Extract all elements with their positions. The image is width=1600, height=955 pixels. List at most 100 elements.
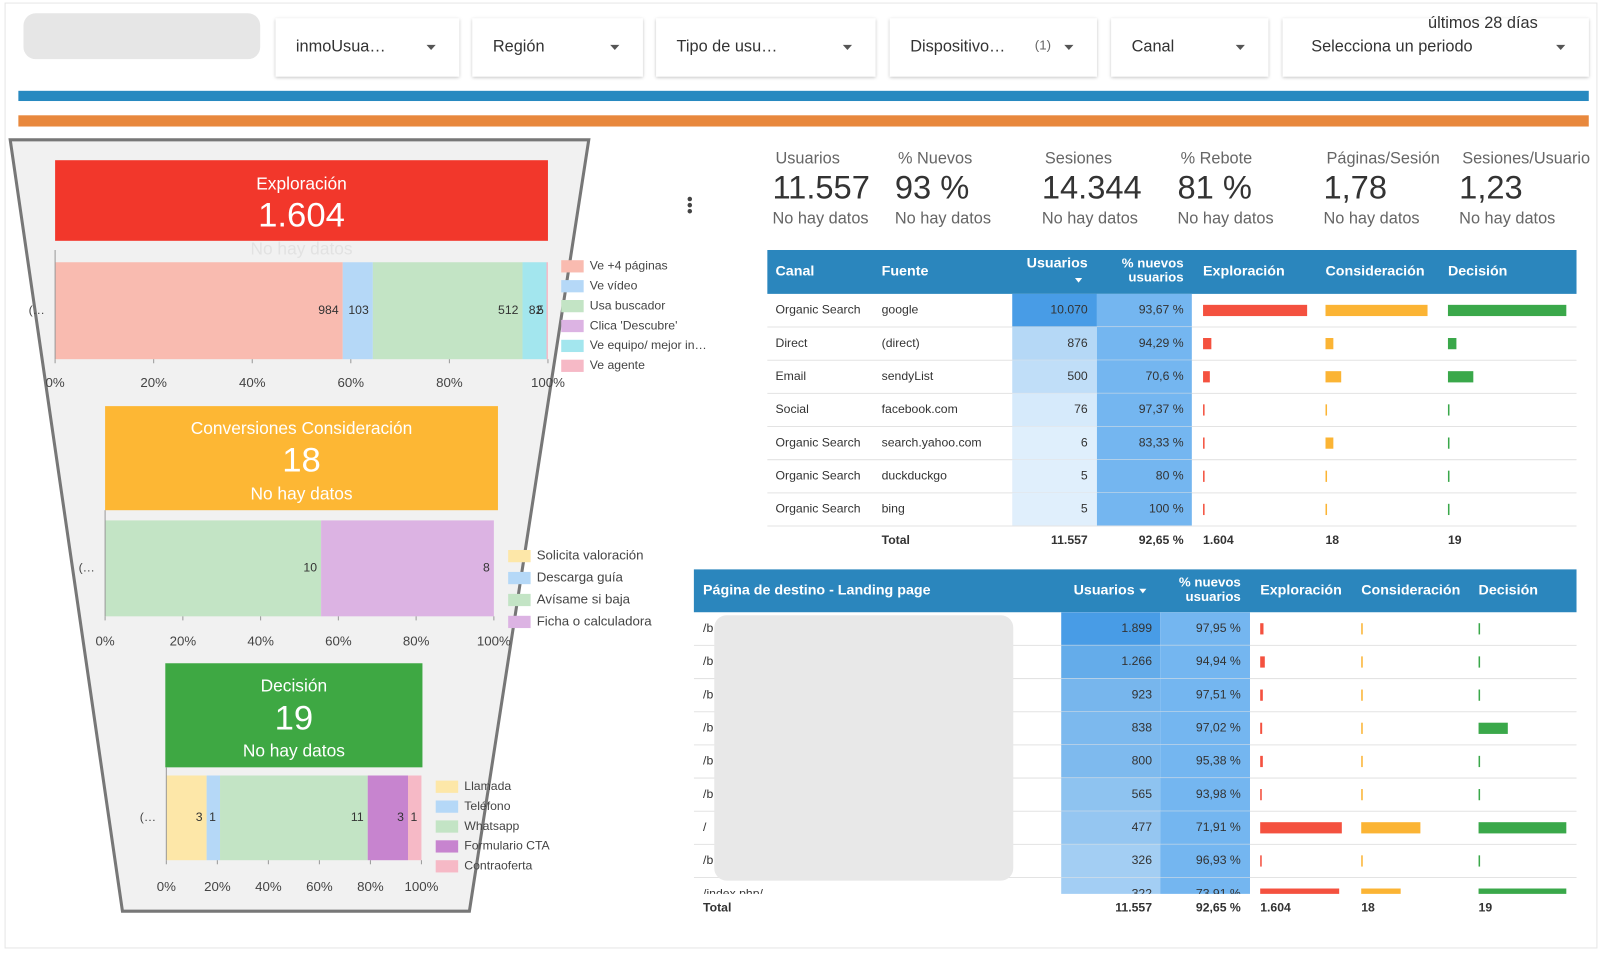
scorecard-label: Sesiones/Usuario <box>1462 149 1590 167</box>
table-body: Organic Search google 10.070 93,67 % Direct (… <box>767 293 1577 527</box>
legend-label: Avísame si baja <box>537 591 631 606</box>
heat-cell <box>1012 492 1097 527</box>
filter-dropdown[interactable]: inmoUsua… <box>275 18 460 77</box>
column-header[interactable]: Exploración <box>1203 264 1285 280</box>
column-header[interactable]: Consideración <box>1361 583 1460 599</box>
table-cell: 93,67 % <box>1139 303 1184 317</box>
total-label: Total <box>703 900 731 914</box>
filter-dropdown[interactable]: Dispositivo… (1) <box>889 18 1097 77</box>
table-bar <box>1203 304 1308 317</box>
x-tick-label: 40% <box>239 375 266 390</box>
table-cell: /index.php/ <box>703 886 763 900</box>
scorecard-value: 81 % <box>1178 168 1252 205</box>
table-cell: 500 <box>1067 369 1088 383</box>
table-cell: Email <box>776 369 807 383</box>
x-tick-label: 40% <box>247 633 274 648</box>
table-bar <box>1325 371 1342 383</box>
column-header[interactable]: Fuente <box>882 264 929 280</box>
table-cell: facebook.com <box>882 402 958 416</box>
stacked-segment <box>546 262 548 360</box>
filter-dropdown[interactable]: Tipo de usu… <box>656 18 876 77</box>
table-cell: bing <box>882 502 905 516</box>
segment-label: 82 <box>529 303 543 317</box>
filter-dropdown[interactable]: Canal <box>1111 18 1269 77</box>
dropdown-arrow <box>426 44 436 50</box>
heat-cell <box>1061 811 1161 845</box>
table-bar <box>1478 755 1481 768</box>
scorecard-note: No hay datos <box>1459 210 1555 228</box>
sort-arrow <box>1074 278 1083 283</box>
stage-note: No hay datos <box>250 483 352 503</box>
logo-placeholder <box>23 13 261 60</box>
table-cell: Organic Search <box>776 435 861 449</box>
scorecard-label: Usuarios <box>776 149 840 167</box>
filter-dropdown[interactable]: Selecciona un periodo últimos 28 días <box>1282 14 1589 77</box>
x-tick-label: 20% <box>204 879 231 894</box>
column-header[interactable]: Consideración <box>1325 264 1424 280</box>
table-bar <box>1203 371 1210 383</box>
column-header[interactable]: Canal <box>776 264 815 280</box>
heat-cell <box>1096 360 1192 394</box>
total-value: 18 <box>1361 900 1375 914</box>
table-cell: 876 <box>1067 336 1088 350</box>
x-tick-label: 100% <box>477 633 511 648</box>
total-value: 11.557 <box>1115 900 1152 914</box>
table-bar <box>1478 689 1481 701</box>
table-bar <box>1361 888 1401 894</box>
total-value: 18 <box>1325 533 1339 547</box>
scorecard-value: 1,78 <box>1323 168 1387 205</box>
stacked-segment <box>105 520 322 617</box>
kebab-menu[interactable] <box>687 196 693 214</box>
table-bar <box>1260 689 1263 701</box>
column-header[interactable]: % nuevos usuarios <box>1178 575 1241 605</box>
table-bar <box>1478 656 1481 668</box>
column-header[interactable]: Usuarios <box>1074 583 1135 599</box>
scorecard-label: Páginas/Sesión <box>1327 149 1440 167</box>
table-bar <box>1260 789 1262 801</box>
segment-label: 10 <box>303 561 317 575</box>
dropdown-caption: últimos 28 días <box>1428 14 1538 32</box>
segment-label: 11 <box>351 810 364 824</box>
heat-cell <box>1160 711 1250 745</box>
segment-label: 5 <box>537 303 544 317</box>
dropdown-label: Dispositivo… <box>910 37 1005 55</box>
filter-dropdown[interactable]: Región <box>472 18 643 77</box>
stacked-segment <box>55 262 343 360</box>
table-bar <box>1325 470 1328 482</box>
redaction-box <box>714 615 1014 881</box>
stage-header <box>165 663 423 768</box>
x-tick-label: 80% <box>403 633 430 648</box>
heat-cell <box>1061 877 1161 894</box>
column-header[interactable]: Decisión <box>1479 583 1538 599</box>
scorecard-value: 1,23 <box>1459 168 1523 205</box>
stage-value: 19 <box>275 700 314 738</box>
heat-cell <box>1096 293 1192 328</box>
table-bar <box>1260 855 1262 867</box>
heat-cell <box>1061 844 1161 878</box>
table-cell: search.yahoo.com <box>882 435 982 449</box>
stacked-segment <box>367 775 408 861</box>
table-cell: 97,02 % <box>1196 721 1241 735</box>
table-cell: 100 % <box>1149 502 1184 516</box>
column-header[interactable]: Decisión <box>1448 264 1507 280</box>
dropdown-box <box>656 18 876 77</box>
column-header[interactable]: Página de destino - Landing page <box>703 583 931 599</box>
legend-label: Teléfono <box>464 799 510 813</box>
table-cell: 565 <box>1132 787 1153 801</box>
table-bar <box>1478 855 1481 867</box>
heat-cell <box>1012 327 1097 361</box>
column-header[interactable]: % nuevos usuarios <box>1121 256 1184 285</box>
legend-label: Contraoferta <box>464 859 532 873</box>
column-header[interactable]: Usuarios <box>1027 256 1088 272</box>
legend-swatch <box>435 820 459 833</box>
dropdown-box <box>889 18 1097 77</box>
column-header[interactable]: Exploración <box>1260 583 1342 599</box>
table-cell: /b <box>703 621 713 635</box>
table-bar <box>1447 437 1450 449</box>
segment-label: 3 <box>397 810 404 824</box>
stage-value: 1.604 <box>258 197 345 235</box>
dropdown-arrow <box>842 44 853 50</box>
stacked-segment <box>407 775 422 861</box>
table-bar <box>1361 656 1363 668</box>
heat-cell <box>1012 360 1097 394</box>
